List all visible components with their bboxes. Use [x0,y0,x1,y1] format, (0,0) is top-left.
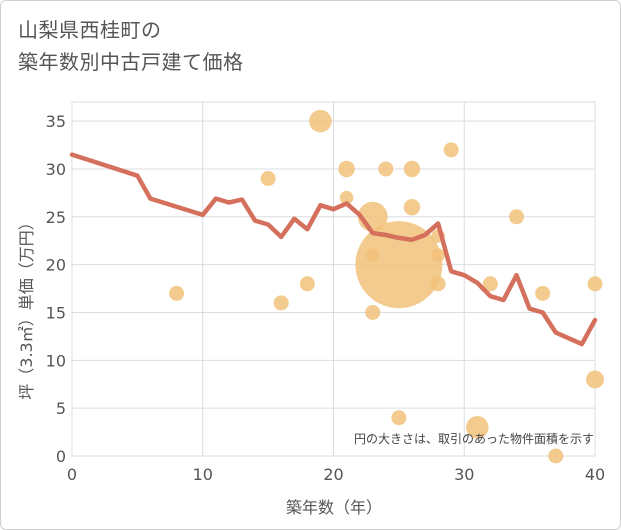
bubble-point [586,370,604,389]
bubble-point [391,410,407,426]
bubble-point [587,276,603,292]
bubble-point [378,161,394,177]
x-tick-label: 0 [67,465,77,484]
y-tick-label: 0 [56,447,66,466]
y-tick-label: 30 [46,160,66,179]
bubble-point [260,171,276,187]
bubble-point [309,109,332,133]
bubble-point [273,295,289,311]
bubble-point [338,160,355,178]
chart-title-line-2: 築年数別中古戸建て価格 [18,50,244,74]
y-tick-label: 20 [46,256,66,275]
y-tick-label: 5 [56,399,66,418]
grid-layer [71,101,596,457]
bubble-point [430,276,446,292]
bubble-point [548,448,564,464]
bubble-point [169,285,185,301]
average-price-line [69,152,598,347]
bubble-point [403,160,421,178]
bubble-point [466,416,489,439]
line-layer [69,152,598,347]
bubble-point [355,221,443,309]
chart-title-line-1: 山梨県西桂町の [18,18,162,42]
bubble-size-note: 円の大きさは、取引のあった物件面積を示す [354,431,594,446]
x-tick-label: 40 [585,465,605,484]
y-tick-label: 25 [46,208,66,227]
bubble-layer [169,109,604,464]
bubble-point [339,190,354,205]
x-tick-label: 30 [454,465,474,484]
y-axis-label: 坪（3.3㎡）単価（万円） [17,214,36,399]
bubble-point [535,285,551,301]
x-tick-label: 20 [323,465,343,484]
chart-title: 山梨県西桂町の 築年数別中古戸建て価格 [18,14,244,78]
x-axis-label: 築年数（年） [286,498,382,517]
tick-layer: 0 10 20 30 40 0 5 10 15 20 25 30 35 [46,112,606,484]
x-tick-label: 10 [193,465,213,484]
y-tick-label: 35 [46,112,66,131]
bubble-point [431,248,445,262]
bubble-point [482,276,498,292]
bubble-point [509,209,525,225]
bubble-point [443,142,459,158]
y-tick-label: 10 [46,351,66,370]
bubble-point [365,304,381,320]
bubble-point [299,276,315,292]
bubble-point [403,198,421,216]
y-tick-label: 15 [46,303,66,322]
